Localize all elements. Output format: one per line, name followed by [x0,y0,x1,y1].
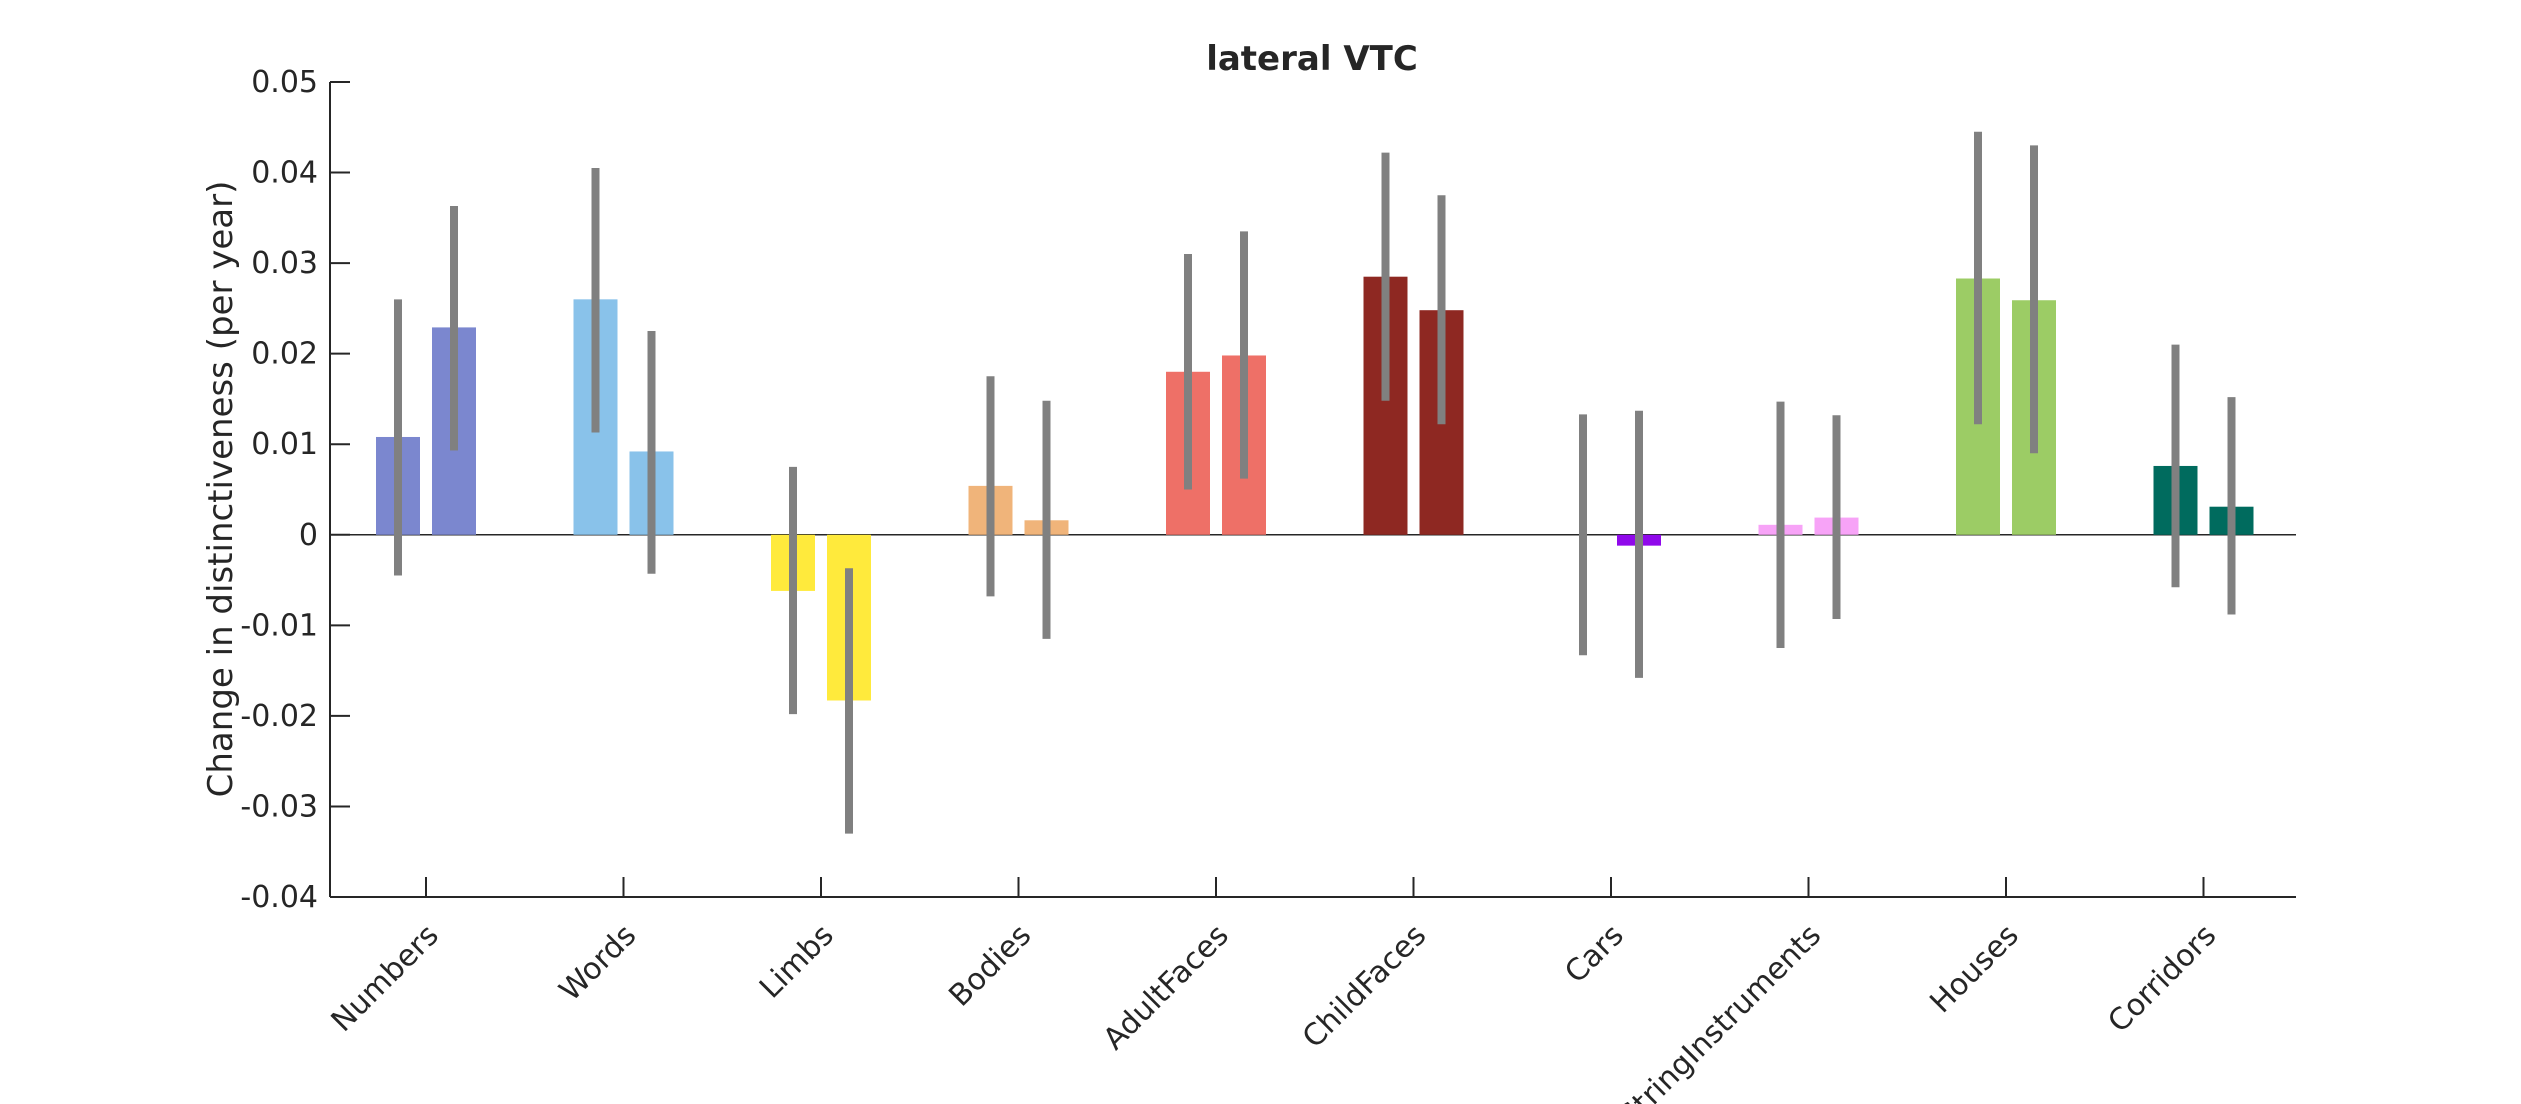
x-tick-label: Cars [1558,918,1630,990]
x-tick-label: Words [553,918,643,1008]
y-tick-label: 0 [299,518,318,553]
y-tick-label: 0.03 [251,246,318,281]
x-tick-label: Bodies [942,918,1038,1014]
y-tick-label: -0.04 [240,880,318,915]
chart-title: lateral VTC [1206,39,1418,79]
x-tick-label: Numbers [325,918,446,1039]
x-tick-label: ChildFaces [1296,918,1433,1055]
x-tick-label: StringInstruments [1612,918,1828,1104]
y-axis-label: Change in distinctiveness (per year) [201,181,241,798]
x-tick-label: Houses [1923,918,2025,1020]
y-tick-label: 0.04 [251,156,318,191]
plot-area: -0.04 -0.03 -0.02 -0.01 0 0.01 0.02 0.03 0.04 0.0… [240,65,2296,1104]
y-tick-label: 0.05 [251,65,318,100]
y-tick-label: 0.01 [251,427,318,462]
y-tick-label: -0.03 [240,789,318,824]
x-tick-label: AdultFaces [1097,918,1236,1057]
y-tick-label: -0.01 [240,608,318,643]
x-tick-label: Corridors [2101,918,2223,1040]
x-tick-label: Limbs [753,918,841,1006]
y-tick-label: -0.02 [240,699,318,734]
y-tick-label: 0.02 [251,337,318,372]
